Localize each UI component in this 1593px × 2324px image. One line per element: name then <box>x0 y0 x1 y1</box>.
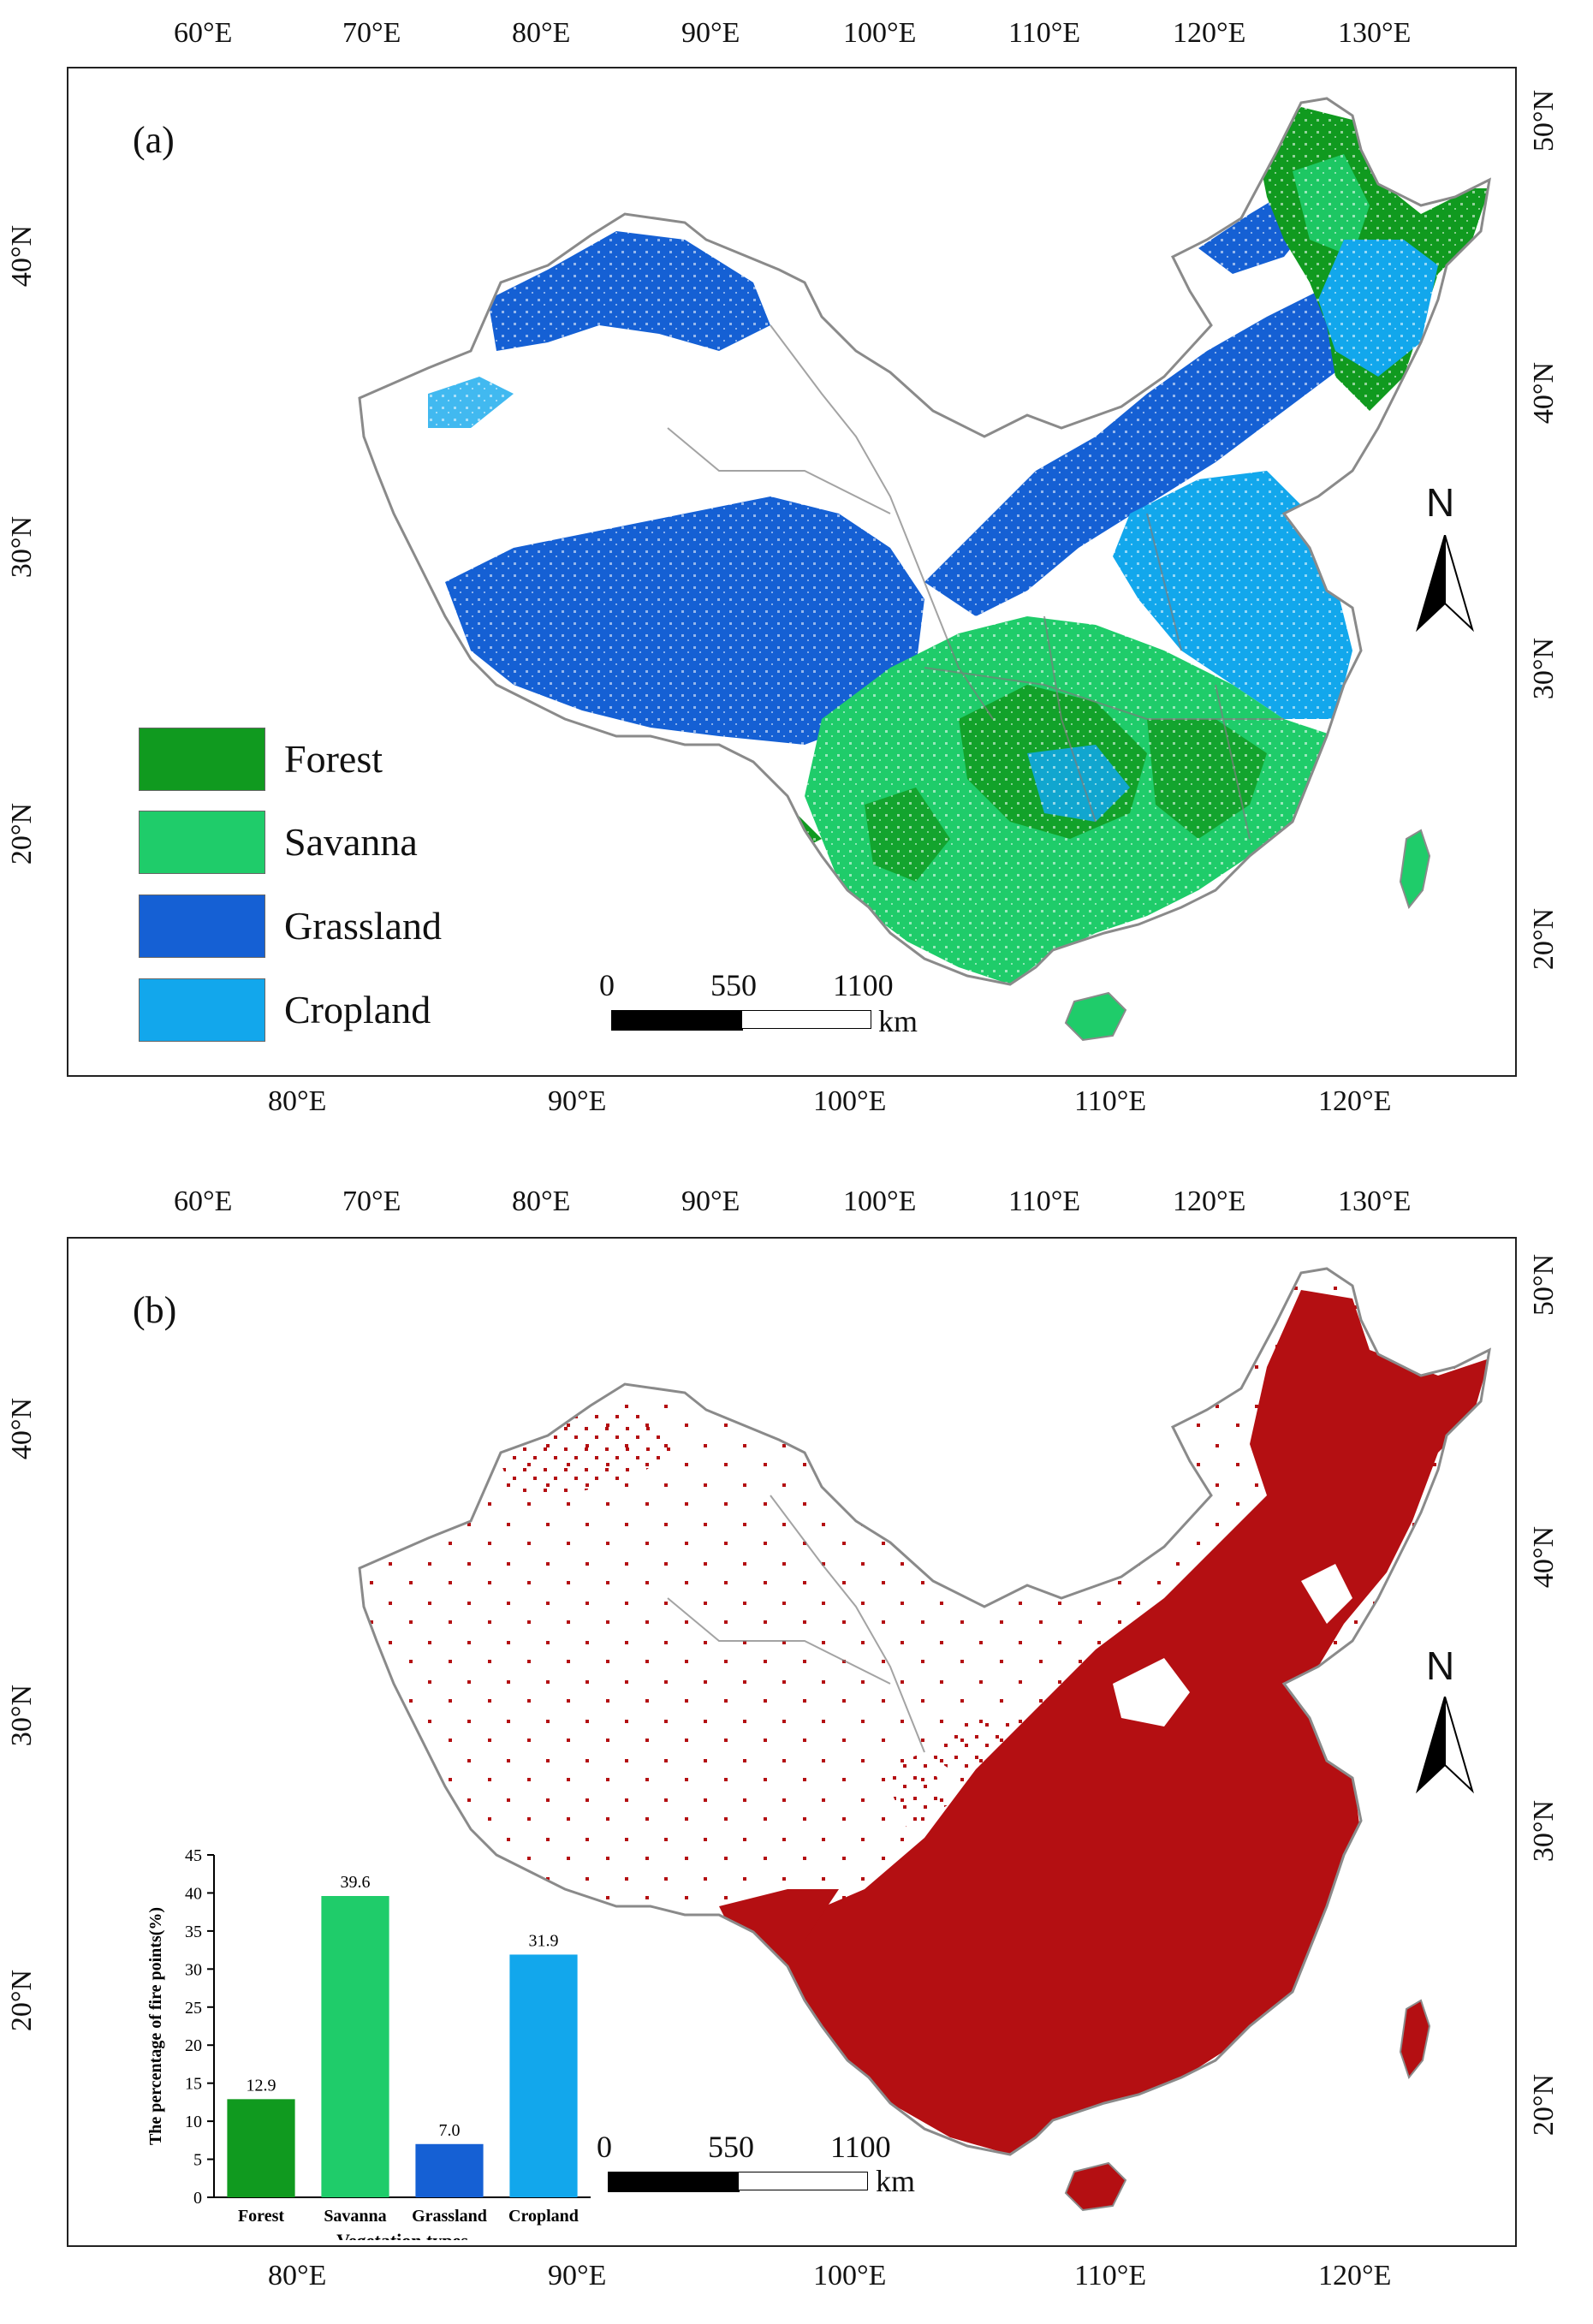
legend-swatch-savanna <box>139 811 265 874</box>
map-panel-a: (a) Forest Savanna Grassland Cropland 0 … <box>67 67 1517 1077</box>
left-lat-label-b: 40°N <box>6 1397 39 1460</box>
top-lon-label-b: 60°E <box>174 1186 233 1217</box>
scale-tick-1100-b: 1100 <box>830 2130 891 2164</box>
y-tick-label: 45 <box>185 1846 202 1865</box>
bar-grassland <box>415 2143 484 2197</box>
scale-bar-white <box>741 1010 871 1029</box>
y-tick-label: 40 <box>185 1884 202 1903</box>
y-tick-label: 25 <box>185 1999 202 2018</box>
top-lon-label-b: 80°E <box>512 1186 571 1217</box>
y-tick-label: 10 <box>185 2113 202 2131</box>
top-lon-label-b: 130°E <box>1338 1186 1412 1217</box>
top-lon-label: 70°E <box>342 17 401 49</box>
legend-label-savanna: Savanna <box>284 820 418 864</box>
map-panel-b: (b) 0 5 10 15 20 25 30 35 40 45 12.9 Forest 39.6 Sava… <box>67 1237 1517 2247</box>
scale-unit: km <box>878 1004 918 1038</box>
scale-tick-550: 550 <box>710 968 757 1002</box>
top-lon-label-b: 90°E <box>681 1186 740 1217</box>
legend-label-grassland: Grassland <box>284 904 442 948</box>
x-tick-label: Savanna <box>324 2207 386 2226</box>
fire-points-map <box>358 1267 1491 2212</box>
y-tick-label: 20 <box>185 2036 202 2055</box>
top-lon-label: 90°E <box>681 17 740 49</box>
scale-tick-0: 0 <box>599 968 615 1002</box>
y-axis-title: The percentage of fire points(%) <box>146 1907 165 2145</box>
bar-chart-svg: 0 5 10 15 20 25 30 35 40 45 12.9 Forest 39.6 Savanna 7… <box>146 1846 591 2240</box>
bar-cropland <box>509 1954 578 2197</box>
north-label-b: N <box>1426 1643 1455 1688</box>
bar-savanna <box>321 1896 389 2197</box>
scale-tick-0-b: 0 <box>597 2130 612 2164</box>
panel-label-a: (a) <box>133 119 175 161</box>
bar-forest <box>227 2099 295 2197</box>
scale-tick-550-b: 550 <box>708 2130 754 2164</box>
vegetation-map <box>358 97 1491 1042</box>
bar-value-label: 12.9 <box>247 2076 276 2095</box>
scale-bar-black-b <box>608 2172 740 2192</box>
left-lat-label-b: 30°N <box>6 1684 39 1747</box>
x-tick-label: Grassland <box>412 2207 487 2226</box>
left-lat-label-b: 20°N <box>6 1969 39 2032</box>
scale-tick-1100: 1100 <box>833 968 894 1002</box>
bottom-lon-label: 90°E <box>548 1085 607 1117</box>
bar-value-label: 31.9 <box>529 1931 559 1950</box>
scale-bar-black <box>611 1010 743 1031</box>
top-lon-label: 110°E <box>1008 17 1081 49</box>
left-lat-label: 20°N <box>6 802 39 865</box>
legend-label-forest: Forest <box>284 737 383 781</box>
y-tick-label: 15 <box>185 2075 202 2094</box>
bottom-lon-label: 100°E <box>813 1085 887 1117</box>
right-lat-label: 30°N <box>1528 637 1560 700</box>
legend-swatch-cropland <box>139 978 265 1042</box>
panel-label-b: (b) <box>133 1289 177 1331</box>
top-lon-label-b: 70°E <box>342 1186 401 1217</box>
bottom-lon-label-b: 110°E <box>1074 2260 1147 2291</box>
legend-swatch-forest <box>139 728 265 791</box>
top-lon-label-b: 100°E <box>843 1186 917 1217</box>
y-tick-label: 5 <box>193 2151 202 2170</box>
top-lon-label: 60°E <box>174 17 233 49</box>
north-label: N <box>1426 480 1455 525</box>
bottom-lon-label-b: 100°E <box>813 2260 887 2291</box>
north-arrow-icon-b <box>1416 1697 1474 1794</box>
right-lat-label-b: 20°N <box>1528 2073 1560 2137</box>
y-tick-label: 30 <box>185 1960 202 1979</box>
bottom-lon-label: 120°E <box>1318 1085 1392 1117</box>
y-tick-label: 35 <box>185 1923 202 1941</box>
top-lon-label-b: 120°E <box>1173 1186 1246 1217</box>
bottom-lon-label-b: 120°E <box>1318 2260 1392 2291</box>
top-lon-label: 80°E <box>512 17 571 49</box>
north-arrow-icon <box>1416 535 1474 633</box>
right-lat-label: 50°N <box>1528 89 1560 152</box>
x-tick-label: Cropland <box>508 2207 579 2226</box>
bar-value-label: 39.6 <box>341 1873 371 1892</box>
right-lat-label: 20°N <box>1528 907 1560 971</box>
scale-unit-b: km <box>876 2164 916 2198</box>
left-lat-label: 30°N <box>6 515 39 579</box>
legend-label-cropland: Cropland <box>284 988 431 1031</box>
x-axis-title: Vegetation types <box>336 2230 468 2240</box>
bottom-lon-label-b: 90°E <box>548 2260 607 2291</box>
bar-value-label: 7.0 <box>439 2121 461 2140</box>
top-lon-label: 100°E <box>843 17 917 49</box>
bottom-lon-label-b: 80°E <box>268 2260 327 2291</box>
legend-swatch-grassland <box>139 895 265 958</box>
right-lat-label-b: 30°N <box>1528 1799 1560 1863</box>
fire-percentage-bar-chart: 0 5 10 15 20 25 30 35 40 45 12.9 Forest 39.6 Savanna 7… <box>86 1804 616 2240</box>
top-lon-label: 120°E <box>1173 17 1246 49</box>
y-tick-label: 0 <box>193 2189 202 2208</box>
bottom-lon-label: 110°E <box>1074 1085 1147 1117</box>
right-lat-label: 40°N <box>1528 361 1560 425</box>
left-lat-label: 40°N <box>6 224 39 288</box>
top-lon-label-b: 110°E <box>1008 1186 1081 1217</box>
right-lat-label-b: 40°N <box>1528 1525 1560 1589</box>
right-lat-label-b: 50°N <box>1528 1253 1560 1317</box>
top-lon-label: 130°E <box>1338 17 1412 49</box>
x-tick-label: Forest <box>238 2207 284 2226</box>
scale-bar-white-b <box>738 2172 868 2190</box>
bottom-lon-label: 80°E <box>268 1085 327 1117</box>
